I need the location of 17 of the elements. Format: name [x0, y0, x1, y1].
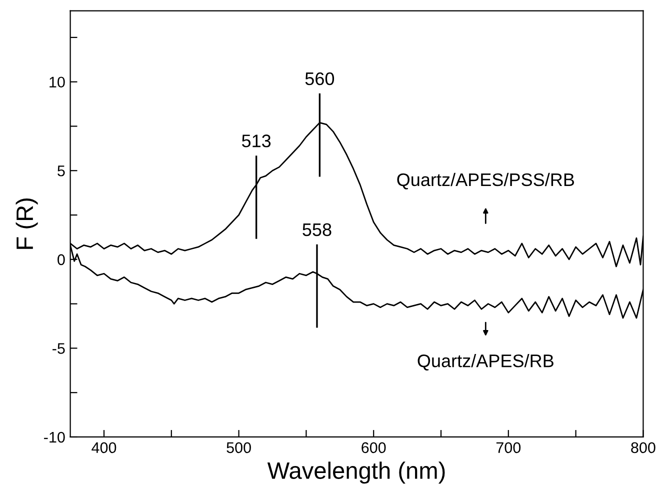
y-tick-label: 0	[58, 254, 65, 266]
series-label: Quartz/APES/PSS/RB	[397, 172, 574, 190]
x-tick-label: 600	[362, 442, 386, 454]
annotation: 560	[305, 72, 334, 86]
y-axis-title: F (R)	[16, 198, 38, 249]
x-axis-title: Wavelength (nm)	[267, 462, 445, 484]
annotation: 558	[302, 223, 332, 236]
x-tick-label: 400	[92, 442, 116, 454]
legend-label: Quartz/APES/RB	[418, 354, 554, 370]
y-tick-label: 5	[58, 166, 65, 176]
y-tick-label: -10	[44, 432, 65, 443]
x-tick-label: 500	[226, 442, 251, 454]
y-tick-label: -5	[52, 343, 65, 354]
x-tick-label: 700	[496, 442, 521, 454]
x-tick-label: 800	[631, 442, 656, 454]
annotation: 513	[242, 134, 271, 148]
y-tick-label: 10	[50, 76, 65, 88]
